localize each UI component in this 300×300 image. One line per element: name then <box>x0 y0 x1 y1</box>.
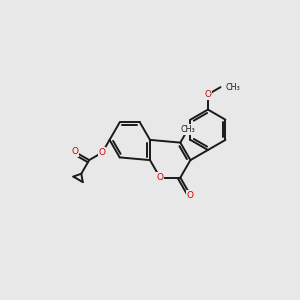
Text: O: O <box>72 148 79 157</box>
Text: O: O <box>99 148 106 157</box>
Text: CH₃: CH₃ <box>181 125 195 134</box>
Text: O: O <box>187 190 194 200</box>
Text: O: O <box>204 90 211 99</box>
Text: CH₃: CH₃ <box>226 82 241 91</box>
Text: O: O <box>157 173 164 182</box>
